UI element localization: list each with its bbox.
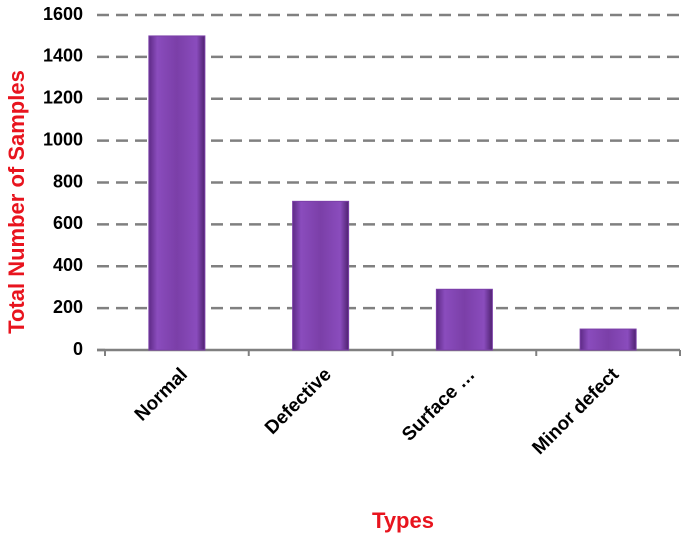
y-axis-title: Total Number of Samples (4, 70, 29, 334)
x-tick-label: Normal (131, 364, 192, 425)
y-tick-label: 200 (53, 297, 83, 317)
x-tick-label: Surface … (398, 364, 479, 445)
bar (292, 200, 350, 351)
y-tick-label: 800 (53, 171, 83, 191)
y-tick-label: 0 (73, 339, 83, 359)
y-tick-label: 400 (53, 255, 83, 275)
x-tick-label: Defective (261, 364, 336, 439)
bar (579, 328, 637, 351)
y-tick-label: 600 (53, 213, 83, 233)
bar (148, 35, 206, 351)
y-tick-label: 1200 (43, 88, 83, 108)
y-tick-label: 1400 (43, 46, 83, 66)
y-tick-label: 1600 (43, 4, 83, 24)
bar (435, 288, 493, 351)
y-tick-label: 1000 (43, 129, 83, 149)
x-tick-label: Minor defect (528, 364, 623, 459)
x-axis-title: Types (372, 508, 434, 533)
